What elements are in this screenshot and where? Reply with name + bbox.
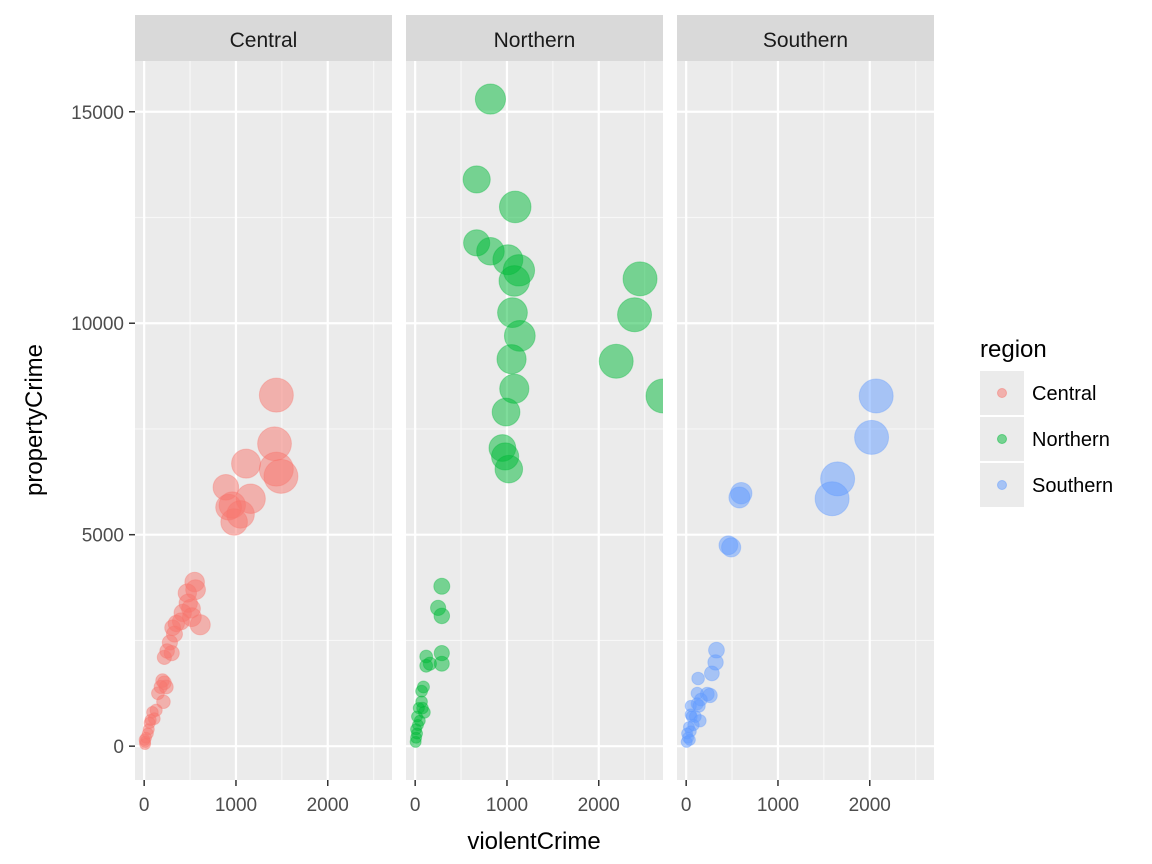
facet-strip-label: Northern bbox=[494, 29, 576, 52]
x-tick-label: 1000 bbox=[215, 795, 257, 816]
legend-item-southern: Southern bbox=[980, 463, 1113, 507]
facet-panel-southern: Southern bbox=[677, 15, 934, 780]
data-point bbox=[814, 481, 850, 517]
data-point bbox=[409, 735, 422, 748]
x-tick-label: 2000 bbox=[578, 795, 620, 816]
y-axis: 0 5000 10000 15000 bbox=[71, 103, 135, 758]
facet-strip-label: Central bbox=[230, 29, 298, 52]
series-points bbox=[409, 83, 663, 748]
data-point bbox=[231, 448, 262, 479]
legend-label: Central bbox=[1032, 383, 1096, 405]
data-point bbox=[498, 265, 531, 297]
data-point bbox=[498, 190, 532, 224]
data-point bbox=[415, 684, 429, 698]
x-tick-label: 2000 bbox=[849, 795, 891, 816]
data-point bbox=[462, 165, 491, 194]
legend-key bbox=[997, 434, 1007, 444]
data-point bbox=[721, 537, 742, 558]
facet-panels: Central Northern Southern bbox=[135, 15, 934, 780]
series-points bbox=[138, 377, 299, 751]
x-tick-label: 1000 bbox=[757, 795, 799, 816]
facet-strip bbox=[406, 15, 663, 61]
x-axis-central: 0 1000 2000 bbox=[139, 780, 349, 816]
x-axes: 0 1000 2000 0 1000 2000 0 1000 2000 bbox=[139, 780, 891, 816]
x-axis-label: violentCrime bbox=[467, 828, 600, 855]
legend-key bbox=[997, 480, 1007, 490]
data-point bbox=[419, 658, 434, 673]
legend: region Central Northern Southern bbox=[980, 336, 1113, 507]
data-point bbox=[258, 377, 294, 413]
panel-background bbox=[406, 61, 663, 780]
panel-background bbox=[135, 61, 392, 780]
data-point bbox=[691, 671, 705, 686]
data-point bbox=[728, 486, 751, 509]
x-axis-southern: 0 1000 2000 bbox=[681, 780, 891, 816]
facet-strip bbox=[135, 15, 392, 61]
x-tick-label: 0 bbox=[681, 795, 692, 816]
y-axis-label: propertyCrime bbox=[21, 344, 48, 496]
x-tick-label: 1000 bbox=[486, 795, 528, 816]
x-axis-northern: 0 1000 2000 bbox=[410, 780, 620, 816]
data-point bbox=[263, 458, 299, 494]
y-tick-label: 0 bbox=[113, 737, 124, 758]
y-tick-label: 10000 bbox=[71, 314, 124, 335]
facet-panel-central: Central bbox=[135, 15, 392, 780]
data-point bbox=[496, 344, 527, 375]
data-point bbox=[622, 261, 658, 297]
facet-panel-northern: Northern bbox=[406, 15, 663, 780]
data-point bbox=[189, 614, 211, 636]
data-point bbox=[474, 83, 507, 115]
data-point bbox=[683, 733, 696, 746]
data-point bbox=[854, 419, 890, 455]
legend-key bbox=[997, 388, 1007, 398]
legend-label: Southern bbox=[1032, 475, 1113, 497]
data-point bbox=[220, 508, 248, 536]
data-point bbox=[156, 694, 171, 710]
facet-strip bbox=[677, 15, 934, 61]
legend-label: Northern bbox=[1032, 429, 1110, 451]
legend-item-northern: Northern bbox=[980, 417, 1110, 461]
data-point bbox=[703, 665, 720, 682]
data-point bbox=[645, 378, 663, 414]
data-point bbox=[858, 378, 894, 414]
data-point bbox=[494, 454, 524, 484]
y-tick-label: 15000 bbox=[71, 103, 124, 124]
data-point bbox=[433, 607, 451, 625]
y-tick-label: 5000 bbox=[82, 526, 124, 547]
series-points bbox=[680, 378, 894, 748]
legend-title: region bbox=[980, 336, 1047, 363]
data-point bbox=[138, 733, 151, 746]
data-point bbox=[156, 649, 172, 665]
data-point bbox=[433, 577, 451, 595]
data-point bbox=[617, 297, 653, 333]
x-tick-label: 0 bbox=[410, 795, 421, 816]
legend-item-central: Central bbox=[980, 371, 1096, 415]
data-point bbox=[491, 397, 521, 427]
facet-strip-label: Southern bbox=[763, 29, 848, 52]
x-tick-label: 0 bbox=[139, 795, 150, 816]
data-point bbox=[598, 343, 634, 379]
x-tick-label: 2000 bbox=[307, 795, 349, 816]
